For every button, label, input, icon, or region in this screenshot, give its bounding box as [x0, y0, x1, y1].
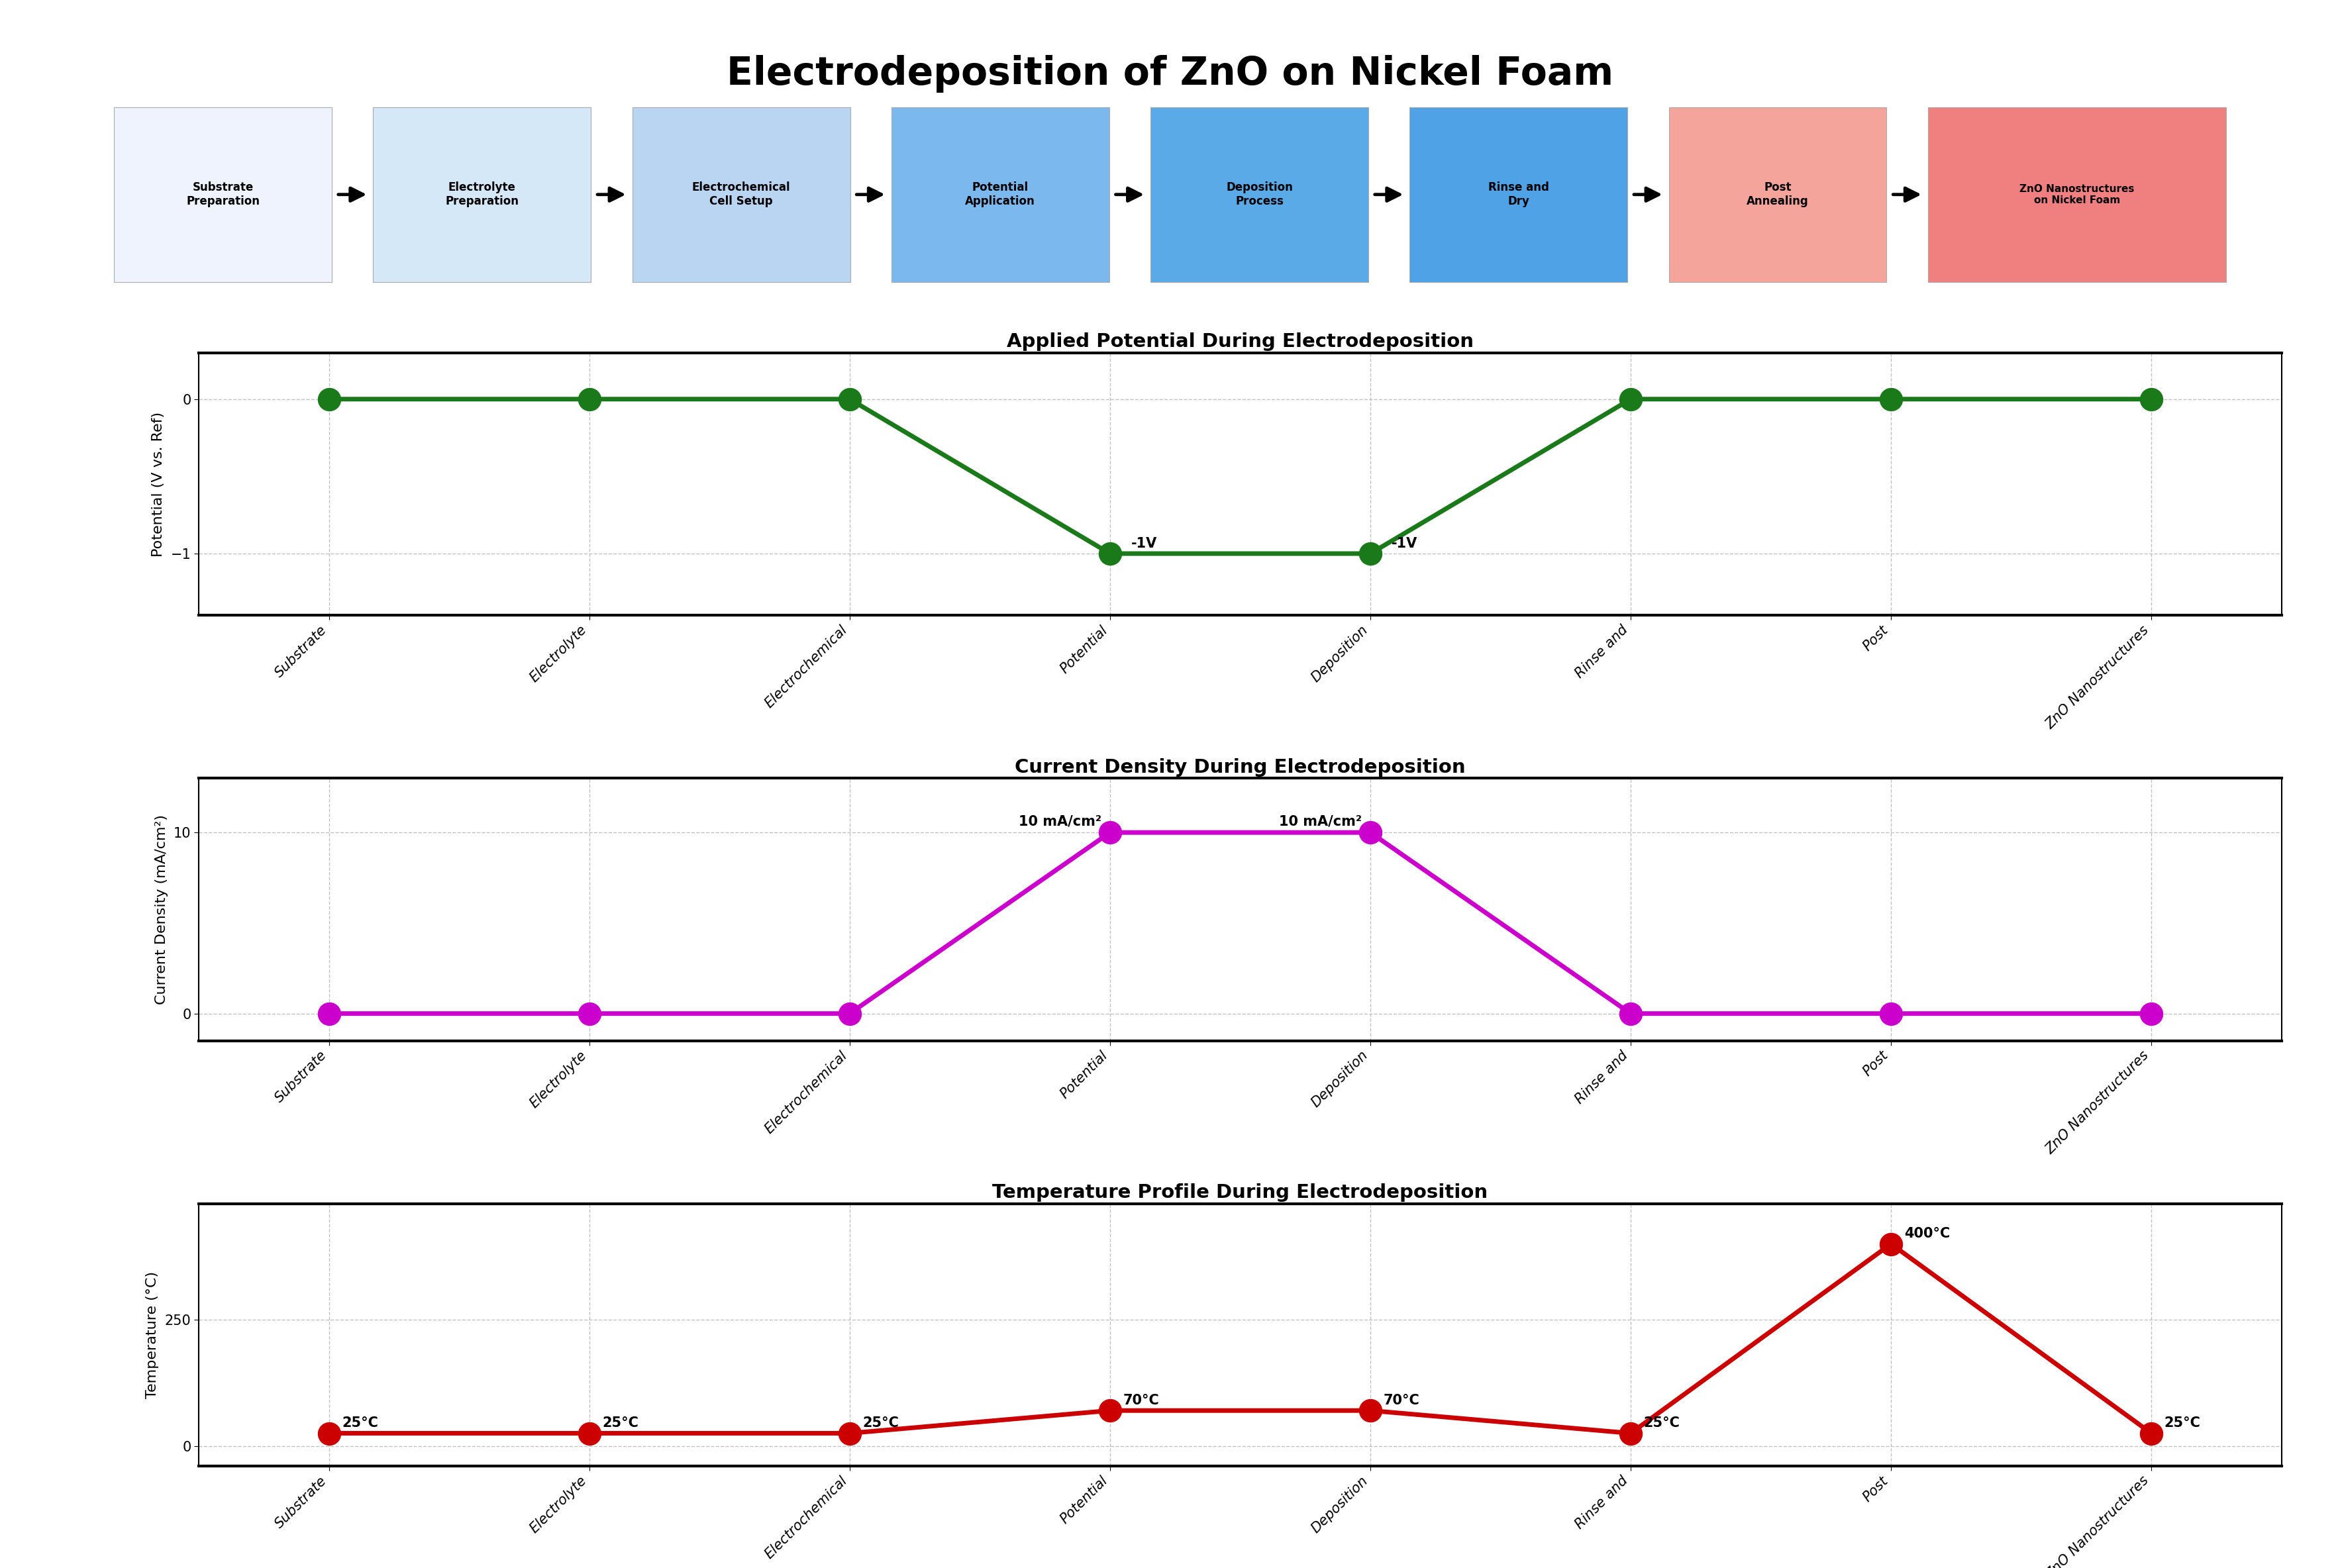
Point [571, 1000, 608, 1025]
Point [1872, 387, 1909, 412]
Point [1353, 541, 1390, 566]
Point [1090, 541, 1128, 566]
Point [1872, 1000, 1909, 1025]
Text: 25°C: 25°C [1643, 1416, 1680, 1430]
Text: -1V: -1V [1392, 536, 1418, 550]
Y-axis label: Potential (V vs. Ref): Potential (V vs. Ref) [152, 411, 166, 557]
Point [2132, 1421, 2169, 1446]
FancyBboxPatch shape [372, 107, 592, 282]
Text: 25°C: 25°C [601, 1416, 639, 1430]
Point [1612, 387, 1650, 412]
Point [1090, 1399, 1128, 1424]
Text: 25°C: 25°C [342, 1416, 379, 1430]
Point [831, 1000, 868, 1025]
Text: 25°C: 25°C [2164, 1416, 2200, 1430]
Point [831, 387, 868, 412]
Text: Deposition
Process: Deposition Process [1226, 182, 1292, 207]
Point [311, 1000, 349, 1025]
Text: 70°C: 70°C [1123, 1394, 1158, 1406]
Point [831, 1421, 868, 1446]
Point [1872, 1231, 1909, 1256]
Point [571, 387, 608, 412]
Text: ZnO Nanostructures
on Nickel Foam: ZnO Nanostructures on Nickel Foam [2019, 183, 2134, 205]
Point [2132, 1000, 2169, 1025]
Text: 70°C: 70°C [1383, 1394, 1420, 1406]
Point [1612, 1000, 1650, 1025]
FancyBboxPatch shape [1928, 107, 2225, 282]
Point [311, 1421, 349, 1446]
FancyBboxPatch shape [1409, 107, 1629, 282]
Text: Post
Annealing: Post Annealing [1746, 182, 1809, 207]
Text: -1V: -1V [1130, 536, 1156, 550]
FancyBboxPatch shape [892, 107, 1109, 282]
Y-axis label: Current Density (mA/cm²): Current Density (mA/cm²) [154, 814, 168, 1005]
Title: Current Density During Electrodeposition: Current Density During Electrodeposition [1016, 757, 1465, 776]
Text: Substrate
Preparation: Substrate Preparation [187, 182, 260, 207]
Title: Applied Potential During Electrodeposition: Applied Potential During Electrodepositi… [1006, 332, 1474, 351]
FancyBboxPatch shape [632, 107, 849, 282]
Text: Electrochemical
Cell Setup: Electrochemical Cell Setup [693, 182, 791, 207]
Text: Potential
Application: Potential Application [966, 182, 1034, 207]
Text: 10 mA/cm²: 10 mA/cm² [1280, 815, 1362, 828]
Y-axis label: Temperature (°C): Temperature (°C) [145, 1272, 159, 1399]
FancyBboxPatch shape [1151, 107, 1369, 282]
Point [1090, 820, 1128, 845]
Title: Temperature Profile During Electrodeposition: Temperature Profile During Electrodeposi… [992, 1184, 1488, 1203]
FancyBboxPatch shape [115, 107, 332, 282]
Point [1353, 1399, 1390, 1424]
Text: 10 mA/cm²: 10 mA/cm² [1018, 815, 1102, 828]
Point [1612, 1421, 1650, 1446]
Text: 400°C: 400°C [1905, 1228, 1949, 1240]
Text: 25°C: 25°C [863, 1416, 899, 1430]
Point [571, 1421, 608, 1446]
Point [2132, 387, 2169, 412]
Text: Electrolyte
Preparation: Electrolyte Preparation [445, 182, 519, 207]
Point [311, 387, 349, 412]
Text: Electrodeposition of ZnO on Nickel Foam: Electrodeposition of ZnO on Nickel Foam [725, 55, 1615, 93]
FancyBboxPatch shape [1668, 107, 1886, 282]
Text: Rinse and
Dry: Rinse and Dry [1488, 182, 1549, 207]
Point [1353, 820, 1390, 845]
